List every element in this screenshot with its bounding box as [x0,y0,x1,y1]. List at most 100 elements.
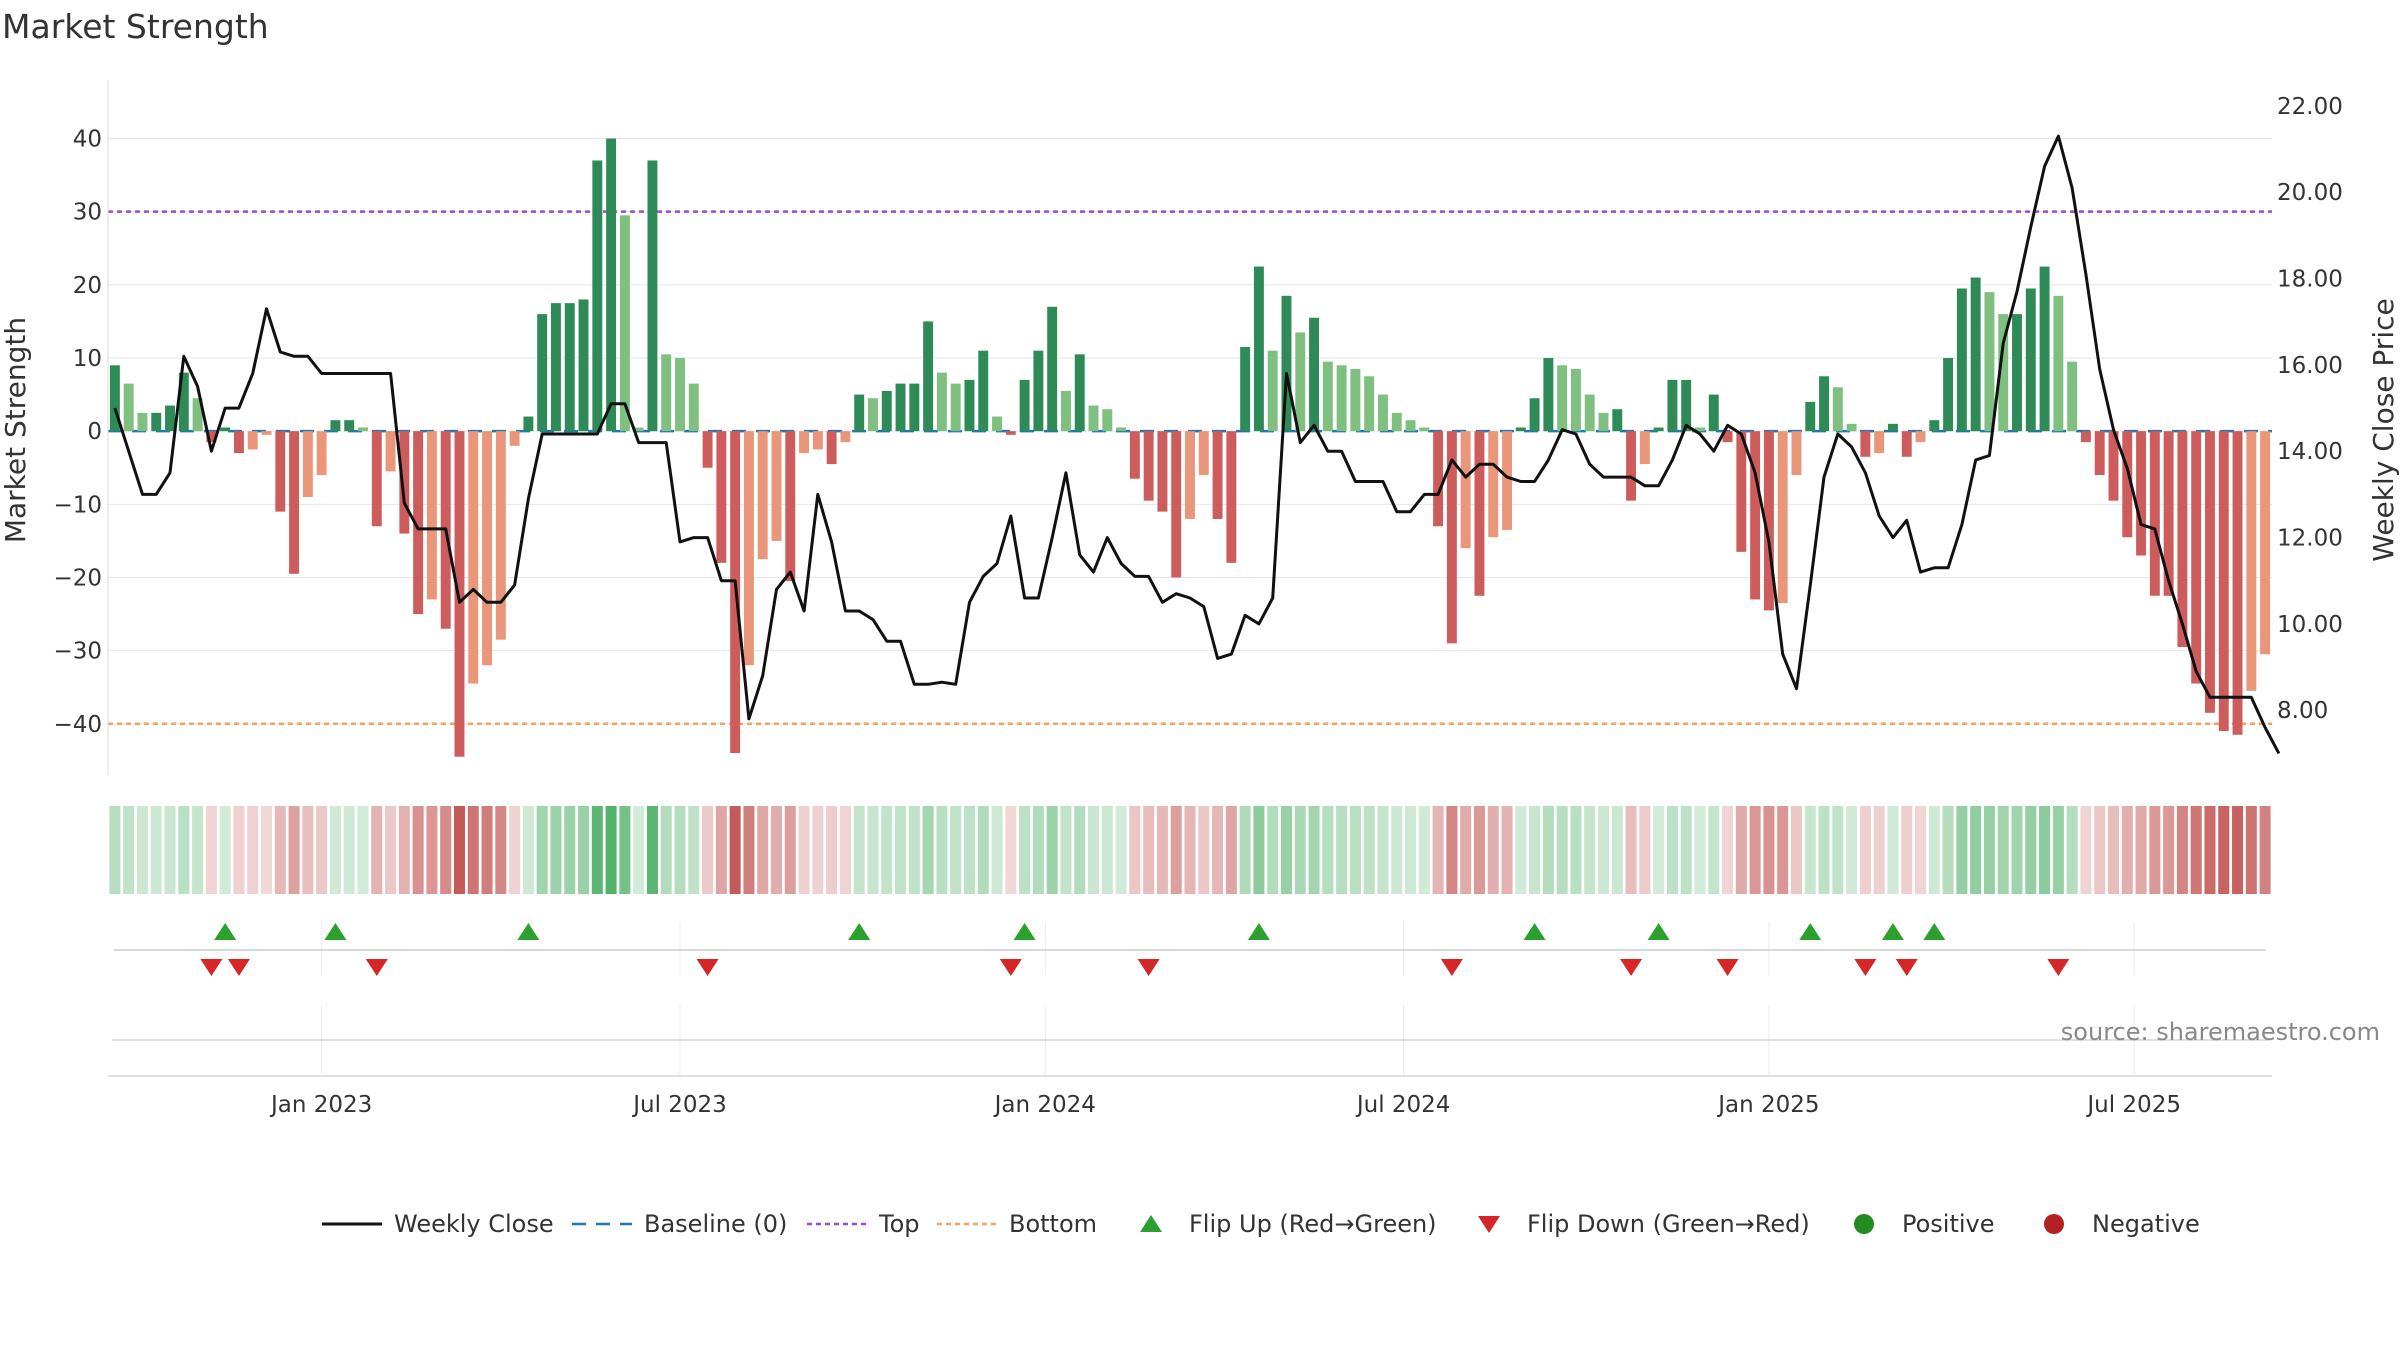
x-axis: Jan 2023 Jul 2023 Jan 2024 Jul 2024 Jan 2025… [108,1039,2272,1118]
strength-bar [1915,431,1926,443]
flip-down-marker [696,959,719,976]
strength-bar [137,412,148,432]
strength-bar [550,303,561,432]
x-tick-label: Jul 2024 [1355,1092,1451,1118]
strength-bar [1295,332,1306,432]
flip-markers [114,923,2266,976]
heat-cell [467,806,479,894]
heat-cell [2094,806,2106,894]
heat-cell [1060,806,1072,894]
heat-cell [1556,806,1568,894]
strength-bar [950,383,961,432]
strength-bar [881,390,892,432]
heat-cell [646,806,658,894]
flip-up-marker [1013,923,1036,940]
strength-bar [647,160,658,432]
strength-bar [702,431,713,468]
strength-bar [426,431,437,600]
legend-label: Positive [1902,1210,1995,1238]
heat-cell [1212,806,1224,894]
heat-cell [1832,806,1844,894]
heat-cell [1294,806,1306,894]
chart-title: Market Strength [2,7,269,46]
strength-bar [661,354,672,432]
heat-cell [1584,806,1596,894]
heat-cell [1970,806,1982,894]
heat-cell [398,806,410,894]
strength-bar [1777,431,1788,604]
heat-cell [950,806,962,894]
heat-cell [329,806,341,894]
strength-bar [564,303,575,432]
heat-cell [1694,806,1706,894]
strength-bar [675,358,685,432]
heat-cell [1501,806,1513,894]
strength-bar [509,431,520,446]
heat-cell [1225,806,1237,894]
weekly-close-line-group [113,134,2281,755]
heat-cell [1887,806,1899,894]
strength-bar [1805,401,1816,432]
heat-cell [1708,806,1720,894]
strength-bar [592,160,603,432]
heat-cell [1198,806,1210,894]
heat-cell [674,806,686,894]
heat-cell [522,806,534,894]
strength-bar [1515,427,1526,432]
strength-bar [1047,306,1058,432]
heat-cell [1391,806,1403,894]
strength-bars [109,138,2271,757]
strength-bar [523,416,534,432]
heat-cell [729,806,741,894]
strength-bar [771,431,782,541]
heat-cell [1859,806,1871,894]
heat-cell [963,806,975,894]
heat-cell [1928,806,1940,894]
heat-cell [839,806,851,894]
heat-cell [1956,806,1968,894]
heat-cell [1873,806,1885,894]
legend-swatch-circle [2044,1214,2064,1234]
flip-up-marker [1247,923,1270,940]
strength-bar [1267,350,1278,432]
strength-bar [1502,431,1512,530]
strength-bar [454,431,465,757]
strength-bar [799,431,810,454]
heat-cell [1915,806,1927,894]
heat-cell [1597,806,1610,894]
strength-bar [606,138,617,432]
heat-cell [1267,806,1279,894]
heat-cell [481,806,493,894]
strength-bar [1157,431,1168,512]
heat-cell [2080,806,2092,894]
heat-cell [2107,806,2120,894]
strength-bar [1874,431,1885,454]
strength-bar [109,365,120,432]
strength-bar [1129,431,1140,479]
heat-cell [440,806,452,894]
heat-cell [812,806,824,894]
heat-cell [826,806,838,894]
strength-bar [275,431,286,512]
legend-swatch-flip-up [1140,1215,1162,1232]
strength-bar [1253,266,1264,432]
heat-cell [316,806,328,894]
legend-label: Bottom [1009,1210,1097,1238]
flip-up-marker [1881,923,1904,940]
heat-cell [1666,806,1678,894]
strength-bar [1901,431,1912,457]
heat-cell [784,806,796,894]
heat-cell [1735,806,1747,894]
heat-cell [2135,806,2147,894]
strength-bar [1695,427,1705,432]
strength-bar [1488,431,1499,538]
strength-bar [2067,361,2078,432]
strength-bar [1074,354,1085,432]
left-tick-label: 40 [73,127,102,153]
heat-cell [1749,806,1761,894]
heat-cell [536,806,548,894]
strength-bar [1433,431,1444,527]
strength-bar [1639,431,1650,465]
strength-bar [895,383,906,432]
strength-bar [2163,431,2174,596]
